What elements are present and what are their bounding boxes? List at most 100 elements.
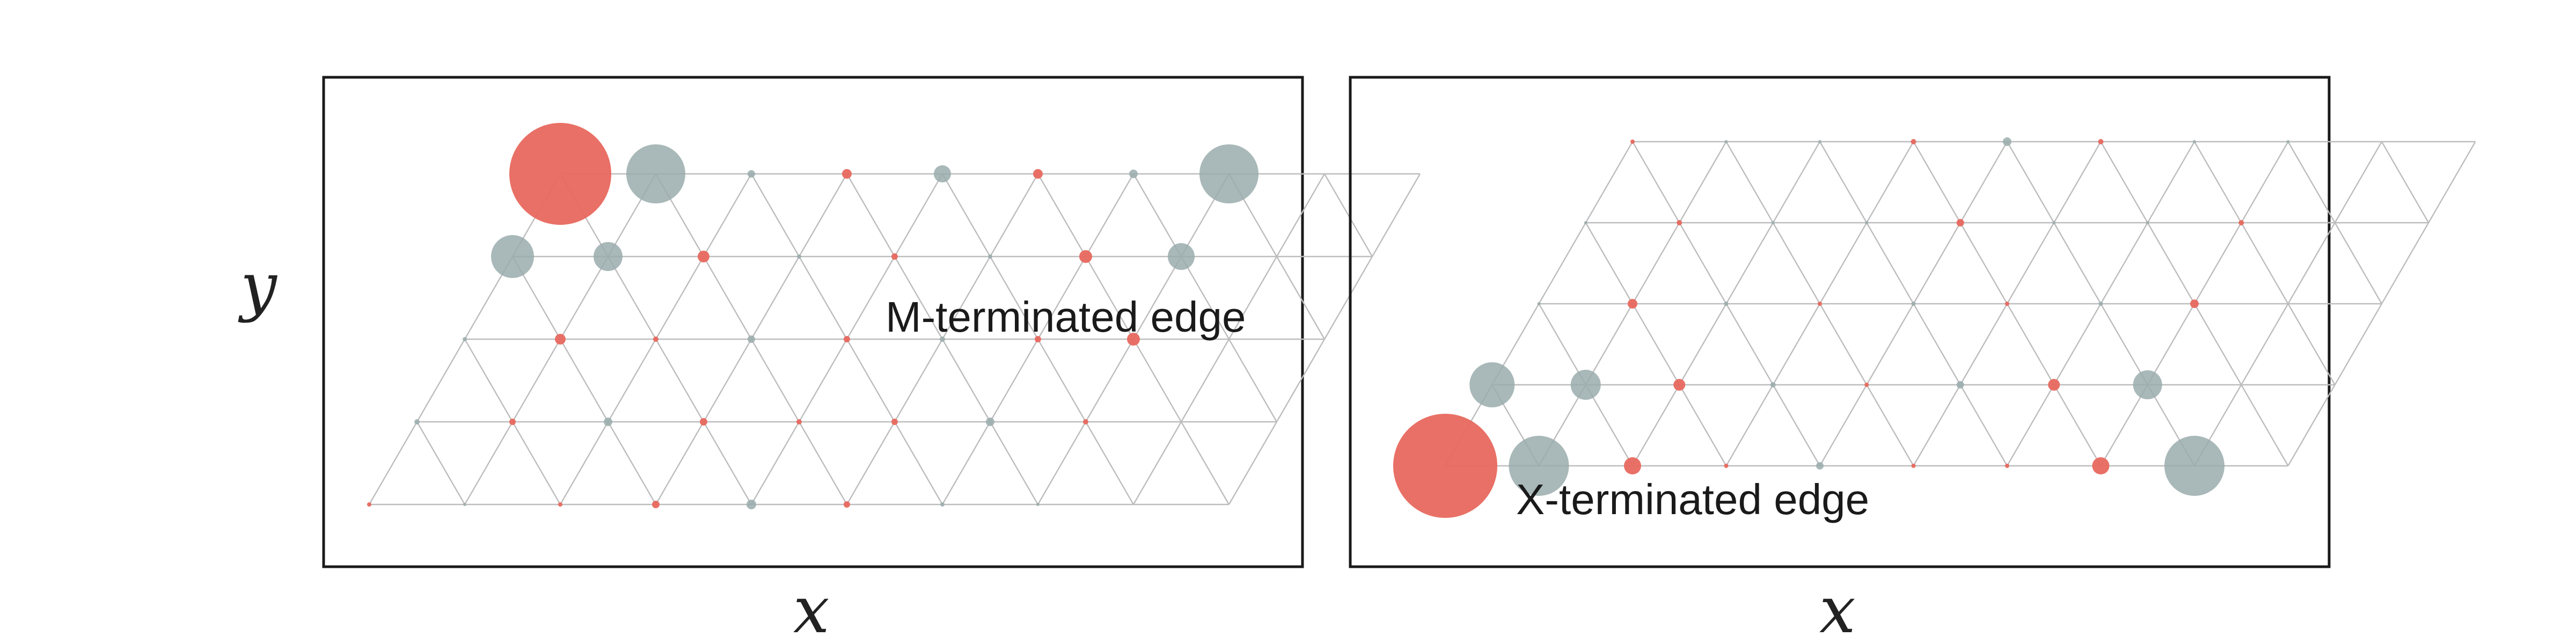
metal-atom [653,336,658,342]
lattice-line [2147,141,2196,223]
lattice-line [941,173,991,257]
lattice-line [1819,141,1868,223]
lattice-line [1631,303,1680,385]
chalcogen-atom [2164,436,2224,496]
metal-atom [1079,250,1092,263]
lattice-line [1772,141,1821,223]
lattice-line [1725,141,1774,223]
chalcogen-atom [1818,140,1821,143]
lattice-line [1819,222,1868,304]
metal-atom [1393,414,1497,518]
lattice-line [2100,303,2148,385]
lattice-line [1631,141,1680,223]
lattice-line [1725,303,1774,385]
metal-atom [1956,219,1964,226]
metal-atom [1628,299,1637,309]
lattice-line [1585,141,1634,223]
lattice-line [607,256,657,340]
lattice-line [1819,303,1868,385]
lattice-line [894,173,943,257]
lattice-line [2334,222,2383,304]
chalcogen-atom [2286,140,2290,143]
lattice-line [1866,141,1914,223]
metal-atom [1673,379,1686,391]
lattice-line [1959,222,2008,304]
lattice-line [559,339,609,422]
lattice-line [1866,303,1914,385]
lattice-line [2100,222,2148,304]
lattice-line [1323,173,1373,257]
lattice-line [1631,384,1680,466]
chalcogen-atom [1956,381,1964,389]
metal-atom [700,418,707,426]
lattice-line [1132,339,1182,422]
lattice-line [702,339,752,422]
metal-atom [1127,333,1140,346]
lattice-line [1037,339,1087,422]
lattice-line [1866,222,1914,304]
lattice-line [1037,421,1087,505]
chalcogen-atom [986,418,994,426]
chalcogen-atom [463,503,466,506]
metal-atom [2238,220,2244,225]
chalcogen-atom [491,235,534,278]
metal-atom [1630,140,1635,144]
lattice-line [1679,384,1727,466]
lattice-line [559,421,609,505]
lattice-line [2381,141,2429,223]
y-axis-label: y [238,250,278,324]
metal-atom [1624,457,1641,474]
chalcogen-atom [604,418,612,426]
metal-atom [509,123,611,225]
chalcogen-atom [1168,243,1195,270]
metal-atom [2005,302,2009,306]
metal-atom [1083,419,1088,425]
lattice-line [2100,141,2148,223]
panel-frame [1349,76,2331,568]
metal-atom [1677,220,1682,225]
lattice-line [655,421,705,505]
lattice-line [511,421,561,505]
metal-atom [891,253,898,260]
chalcogen-atom [797,254,801,259]
metal-atom [2005,464,2009,468]
lattice-line [894,256,943,340]
metal-atom [842,169,852,179]
lattice-line [1323,256,1373,340]
lattice-line [1913,384,1961,466]
lattice-line [1538,303,1586,385]
lattice-line [2381,222,2429,304]
lattice-line [1538,222,1586,304]
lattice-line [989,339,1039,422]
metal-atom [367,502,371,507]
lattice-line [702,173,752,257]
m-terminated-edge-label: M-terminated edge [885,293,1246,341]
lattice-line [2053,222,2102,304]
lattice-line [702,421,752,505]
lattice-line [798,339,848,422]
chalcogen-atom [748,170,755,178]
lattice-line [2193,141,2242,223]
chalcogen-atom [2146,221,2149,224]
lattice-line [798,173,848,257]
lattice-line [1037,256,1087,340]
lattice-line [1228,339,1278,422]
chalcogen-atom [940,502,945,507]
lattice-line [750,421,800,505]
lattice-line [846,173,896,257]
lattice-line [750,339,800,422]
lattice-line [2053,141,2102,223]
lattice-line [2287,141,2336,223]
metal-atom [698,251,709,262]
lattice-line [702,256,752,340]
metal-atom [2190,299,2199,308]
metal-atom [2098,139,2104,144]
lattice-line [2006,384,2055,466]
chalcogen-atom [1570,370,1601,400]
metal-atom [1724,464,1729,468]
metal-atom [1033,169,1043,179]
chalcogen-atom [748,335,755,343]
lattice-line [1866,384,1914,466]
metal-atom [2048,379,2060,391]
